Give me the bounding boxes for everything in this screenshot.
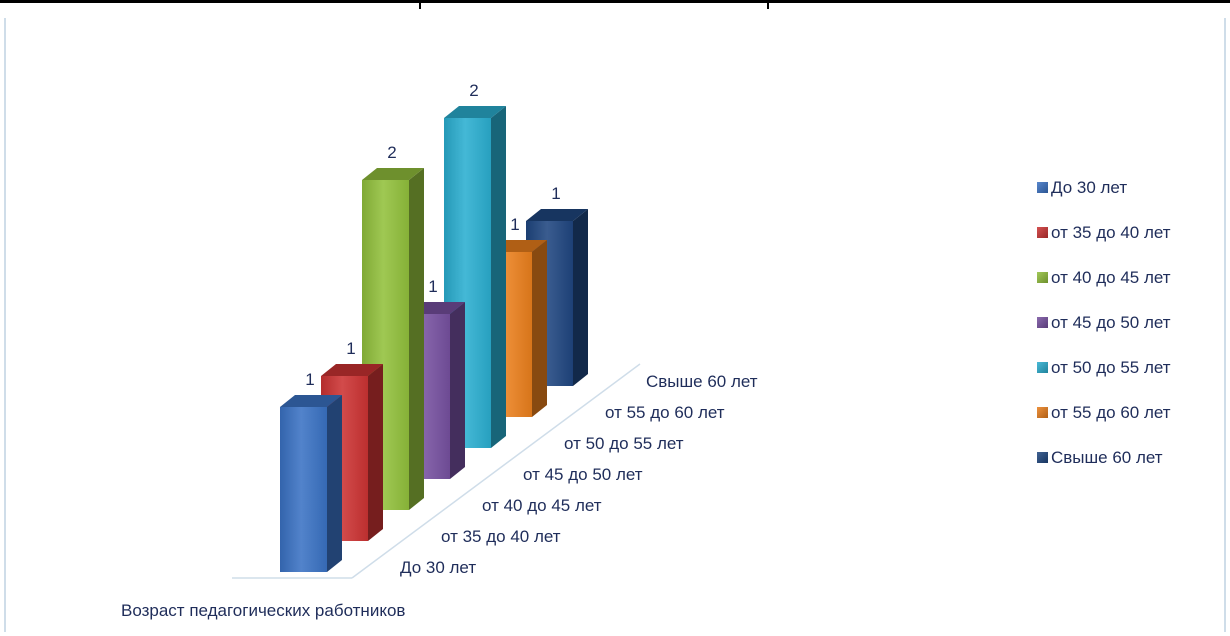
data-label: 1 <box>305 370 314 389</box>
data-label: 1 <box>551 184 560 203</box>
bar-side <box>532 240 547 417</box>
data-label-group: 1 1 2 1 2 1 1 <box>305 81 560 389</box>
top-rule <box>0 0 1230 3</box>
legend-swatch <box>1037 227 1048 238</box>
legend-label: от 35 до 40 лет <box>1051 222 1171 242</box>
data-label: 1 <box>428 277 437 296</box>
bar-side <box>491 106 506 448</box>
legend-item: Свыше 60 лет <box>1037 446 1171 469</box>
bar-1 <box>280 395 342 572</box>
category-label-group: До 30 лет от 35 до 40 лет от 40 до 45 лет о… <box>400 372 758 577</box>
bar-front <box>280 407 327 572</box>
bar-side <box>368 364 383 541</box>
chart-frame <box>4 18 1226 632</box>
category-label: от 50 до 55 лет <box>564 434 684 453</box>
legend-swatch <box>1037 362 1048 373</box>
bar-top <box>526 209 588 221</box>
category-label: от 55 до 60 лет <box>605 403 725 422</box>
legend-item: от 50 до 55 лет <box>1037 356 1171 379</box>
bar-side <box>450 302 465 479</box>
top-rule-tick <box>767 0 769 9</box>
bar-side <box>409 168 424 510</box>
chart-floor <box>232 363 641 579</box>
legend: До 30 лет от 35 до 40 лет от 40 до 45 лет о… <box>1037 176 1171 491</box>
legend-swatch <box>1037 407 1048 418</box>
legend-swatch <box>1037 272 1048 283</box>
bar-side <box>573 209 588 386</box>
legend-swatch <box>1037 317 1048 328</box>
data-label: 1 <box>346 339 355 358</box>
data-label: 2 <box>387 143 396 162</box>
legend-swatch <box>1037 452 1048 463</box>
legend-item: от 55 до 60 лет <box>1037 401 1171 424</box>
category-label: от 45 до 50 лет <box>523 465 643 484</box>
legend-label: от 50 до 55 лет <box>1051 357 1171 377</box>
legend-swatch <box>1037 182 1048 193</box>
top-rule-tick <box>419 0 421 9</box>
legend-label: от 45 до 50 лет <box>1051 312 1171 332</box>
data-label: 1 <box>510 215 519 234</box>
legend-item: от 40 до 45 лет <box>1037 266 1171 289</box>
legend-item: от 45 до 50 лет <box>1037 311 1171 334</box>
category-label: До 30 лет <box>400 558 476 577</box>
category-label: от 35 до 40 лет <box>441 527 561 546</box>
category-label: Свыше 60 лет <box>646 372 758 391</box>
legend-label: Свыше 60 лет <box>1051 447 1163 467</box>
bar-top <box>362 168 424 180</box>
bar-top <box>280 395 342 407</box>
legend-item: от 35 до 40 лет <box>1037 221 1171 244</box>
legend-label: от 55 до 60 лет <box>1051 402 1171 422</box>
x-axis-title: Возраст педагогических работников <box>121 601 405 620</box>
floor-edge <box>351 363 641 579</box>
bar-group <box>280 106 588 572</box>
legend-label: от 40 до 45 лет <box>1051 267 1171 287</box>
data-label: 2 <box>469 81 478 100</box>
legend-item: До 30 лет <box>1037 176 1171 199</box>
bar-top <box>321 364 383 376</box>
bar-side <box>327 395 342 572</box>
bar-top <box>444 106 506 118</box>
legend-label: До 30 лет <box>1051 177 1128 197</box>
category-label: от 40 до 45 лет <box>482 496 602 515</box>
